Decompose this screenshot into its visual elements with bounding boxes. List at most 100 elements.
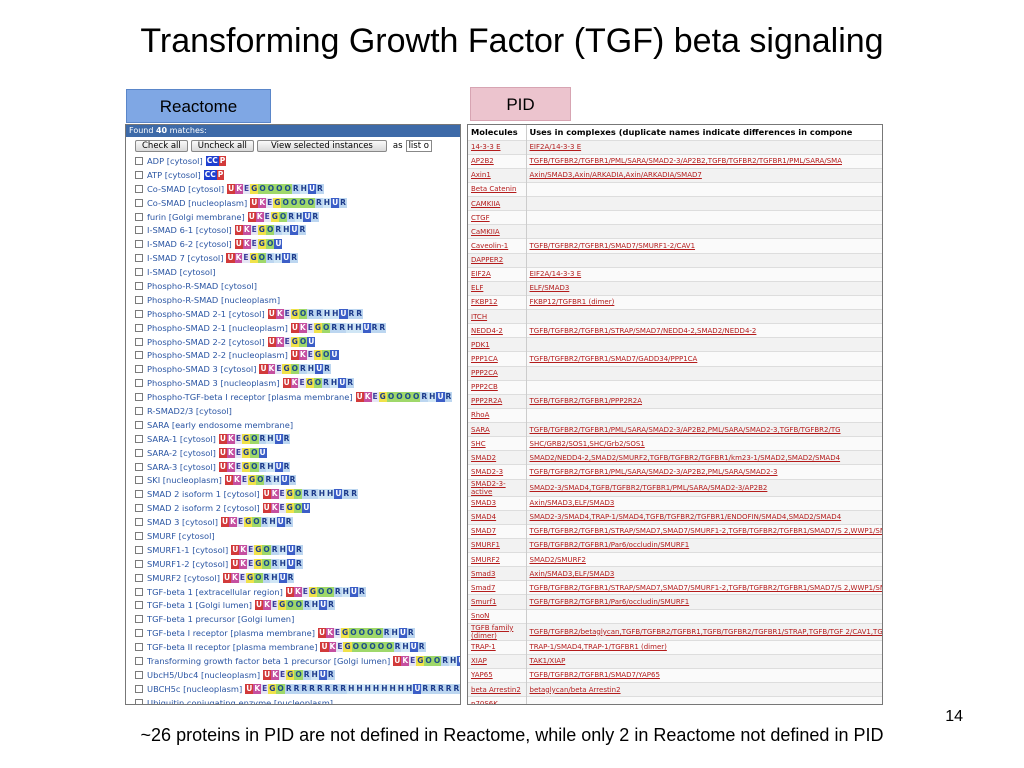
molecule-link[interactable]: SMAD2-3 <box>468 464 527 479</box>
molecule-link[interactable]: SMAD2 <box>468 450 527 465</box>
match-checkbox[interactable] <box>135 573 143 582</box>
match-name-link[interactable]: Phospho-SMAD 2-2 [cytosol] <box>147 336 265 347</box>
match-checkbox[interactable] <box>135 448 143 457</box>
complexes-link[interactable]: SHC/GRB2/SOS1,SHC/Grb2/SOS1 <box>526 436 882 451</box>
complexes-link[interactable]: TGFB/TGFBR2/TGFBR1/SMAD7/YAP65 <box>526 667 882 683</box>
complexes-link[interactable]: SMAD2-3/SMAD4,TGFB/TGFBR2/TGFBR1/PML/SAR… <box>526 478 882 496</box>
match-checkbox[interactable] <box>135 670 143 679</box>
match-name-link[interactable]: R-SMAD2/3 [cytosol] <box>147 405 232 416</box>
molecule-link[interactable]: SHC <box>468 436 527 451</box>
molecule-link[interactable]: DAPPER2 <box>468 252 527 268</box>
match-name-link[interactable]: ADP [cytosol] <box>147 155 203 166</box>
match-name-link[interactable]: Phospho-R-SMAD [cytosol] <box>147 280 257 291</box>
match-name-link[interactable]: Phospho-TGF-beta I receptor [plasma memb… <box>147 392 353 403</box>
molecule-link[interactable]: PPP2CA <box>468 365 527 381</box>
molecule-link[interactable]: PPP2R2A <box>468 393 527 409</box>
complexes-link[interactable]: SMAD2/SMURF2 <box>526 551 882 567</box>
molecule-link[interactable]: AP2B2 <box>468 153 527 169</box>
complexes-link[interactable]: Axin/SMAD3,ELF/SMAD3 <box>526 566 882 581</box>
complexes-link[interactable]: EIF2A/14-3-3 E <box>526 266 882 282</box>
complexes-link[interactable]: SMAD2/NEDD4-2,SMAD2/SMURF2,TGFB/TGFBR2/T… <box>526 450 882 465</box>
match-checkbox[interactable] <box>135 226 143 235</box>
match-name-link[interactable]: furin [Golgi membrane] <box>147 211 245 222</box>
match-name-link[interactable]: SARA-1 [cytosol] <box>147 433 216 444</box>
match-name-link[interactable]: TGF-beta 1 precursor [Golgi lumen] <box>147 614 295 625</box>
match-checkbox[interactable] <box>135 295 143 304</box>
match-name-link[interactable]: I-SMAD 7 [cytosol] <box>147 253 224 264</box>
molecule-link[interactable]: ELF <box>468 280 527 296</box>
molecule-link[interactable]: SMURF1 <box>468 537 527 553</box>
match-checkbox[interactable] <box>135 184 143 193</box>
match-checkbox[interactable] <box>135 684 143 693</box>
match-name-link[interactable]: SMURF1-2 [cytosol] <box>147 558 229 569</box>
match-name-link[interactable]: Phospho-SMAD 2-1 [nucleoplasm] <box>147 322 288 333</box>
complexes-link[interactable]: TGFB/TGFBR2/betaglycan,TGFB/TGFBR2/TGFBR… <box>526 622 882 641</box>
molecule-link[interactable]: CAMKIIA <box>468 195 527 211</box>
molecule-link[interactable]: SMAD7 <box>468 523 527 539</box>
match-name-link[interactable]: Phospho-R-SMAD [nucleoplasm] <box>147 294 281 305</box>
check-all-button[interactable]: Check all <box>135 140 188 152</box>
complexes-link[interactable]: Axin/SMAD3,Axin/ARKADIA,Axin/ARKADIA/SMA… <box>526 167 882 183</box>
molecule-link[interactable]: PDK1 <box>468 337 527 352</box>
complexes-link[interactable]: TGFB/TGFBR2/TGFBR1/PML/SARA/SMAD2-3/AP2B… <box>526 421 882 437</box>
complexes-link[interactable]: Axin/SMAD3,ELF/SMAD3 <box>526 495 882 511</box>
molecule-link[interactable]: Smurf1 <box>468 594 527 609</box>
match-name-link[interactable]: SARA [early endosome membrane] <box>147 419 294 430</box>
match-checkbox[interactable] <box>135 198 143 207</box>
match-checkbox[interactable] <box>135 545 143 554</box>
molecule-link[interactable]: SARA <box>468 421 527 437</box>
complexes-link[interactable]: TGFB/TGFBR2/TGFBR1/Par6/occludin/SMURF1 <box>526 537 882 553</box>
match-checkbox[interactable] <box>135 323 143 332</box>
molecule-link[interactable]: SnoN <box>468 608 527 624</box>
match-checkbox[interactable] <box>135 601 143 610</box>
molecule-link[interactable]: p70S6K <box>468 696 527 704</box>
match-checkbox[interactable] <box>135 559 143 568</box>
match-checkbox[interactable] <box>135 698 143 704</box>
match-checkbox[interactable] <box>135 420 143 429</box>
match-checkbox[interactable] <box>135 531 143 540</box>
match-name-link[interactable]: TGF-beta II receptor [plasma membrane] <box>147 642 318 653</box>
molecule-link[interactable]: FKBP12 <box>468 294 527 310</box>
match-name-link[interactable]: UbcH5/Ubc4 [nucleoplasm] <box>147 669 261 680</box>
match-name-link[interactable]: Ubiquitin conjugating enzyme [nucleoplas… <box>147 697 334 705</box>
molecule-link[interactable]: YAP65 <box>468 667 527 683</box>
complexes-link[interactable]: ELF/SMAD3 <box>526 280 882 296</box>
match-name-link[interactable]: SARA-2 [cytosol] <box>147 447 216 458</box>
molecule-link[interactable]: ITCH <box>468 308 527 324</box>
match-name-link[interactable]: SMAD 3 [cytosol] <box>147 517 219 528</box>
match-name-link[interactable]: SMURF1-1 [cytosol] <box>147 544 229 555</box>
molecule-link[interactable]: Smad7 <box>468 580 527 595</box>
complexes-link[interactable]: betaglycan/beta Arrestin2 <box>526 681 882 697</box>
molecule-link[interactable]: SMURF2 <box>468 551 527 567</box>
molecule-link[interactable]: 14-3-3 E <box>468 139 527 155</box>
molecule-link[interactable]: RhoA <box>468 407 527 423</box>
molecule-link[interactable]: CaMKIIA <box>468 224 527 239</box>
match-checkbox[interactable] <box>135 518 143 527</box>
complexes-link[interactable]: TGFB/TGFBR2/TGFBR1/STRAP/SMAD7/NEDD4-2,S… <box>526 323 882 338</box>
match-name-link[interactable]: Phospho-SMAD 3 [cytosol] <box>147 364 257 375</box>
match-checkbox[interactable] <box>135 587 143 596</box>
complexes-link[interactable]: TGFB/TGFBR2/TGFBR1/STRAP/SMAD7,SMAD7/SMU… <box>526 523 882 539</box>
match-checkbox[interactable] <box>135 156 143 165</box>
match-checkbox[interactable] <box>135 254 143 263</box>
match-checkbox[interactable] <box>135 337 143 346</box>
molecule-link[interactable]: SMAD4 <box>468 509 527 525</box>
molecule-link[interactable]: Beta Catenin <box>468 181 527 197</box>
match-checkbox[interactable] <box>135 281 143 290</box>
molecule-link[interactable]: SMAD3 <box>468 495 527 511</box>
match-name-link[interactable]: I-SMAD 6-1 [cytosol] <box>147 225 232 236</box>
match-checkbox[interactable] <box>135 462 143 471</box>
complexes-link[interactable]: TGFB/TGFBR2/TGFBR1/STRAP/SMAD7,SMAD7/SMU… <box>526 580 882 595</box>
match-name-link[interactable]: TGF-beta 1 [extracellular region] <box>147 586 283 597</box>
match-name-link[interactable]: SMAD 2 isoform 2 [cytosol] <box>147 503 260 514</box>
match-checkbox[interactable] <box>135 615 143 624</box>
match-checkbox[interactable] <box>135 643 143 652</box>
match-checkbox[interactable] <box>135 393 143 402</box>
molecule-link[interactable]: PPP1CA <box>468 351 527 366</box>
match-name-link[interactable]: Co-SMAD [cytosol] <box>147 183 225 194</box>
match-name-link[interactable]: SMAD 2 isoform 1 [cytosol] <box>147 489 260 500</box>
molecule-link[interactable]: EIF2A <box>468 266 527 282</box>
view-selected-button[interactable]: View selected instances <box>256 140 387 152</box>
match-name-link[interactable]: SMURF [cytosol] <box>147 530 215 541</box>
molecule-link[interactable]: NEDD4-2 <box>468 323 527 338</box>
